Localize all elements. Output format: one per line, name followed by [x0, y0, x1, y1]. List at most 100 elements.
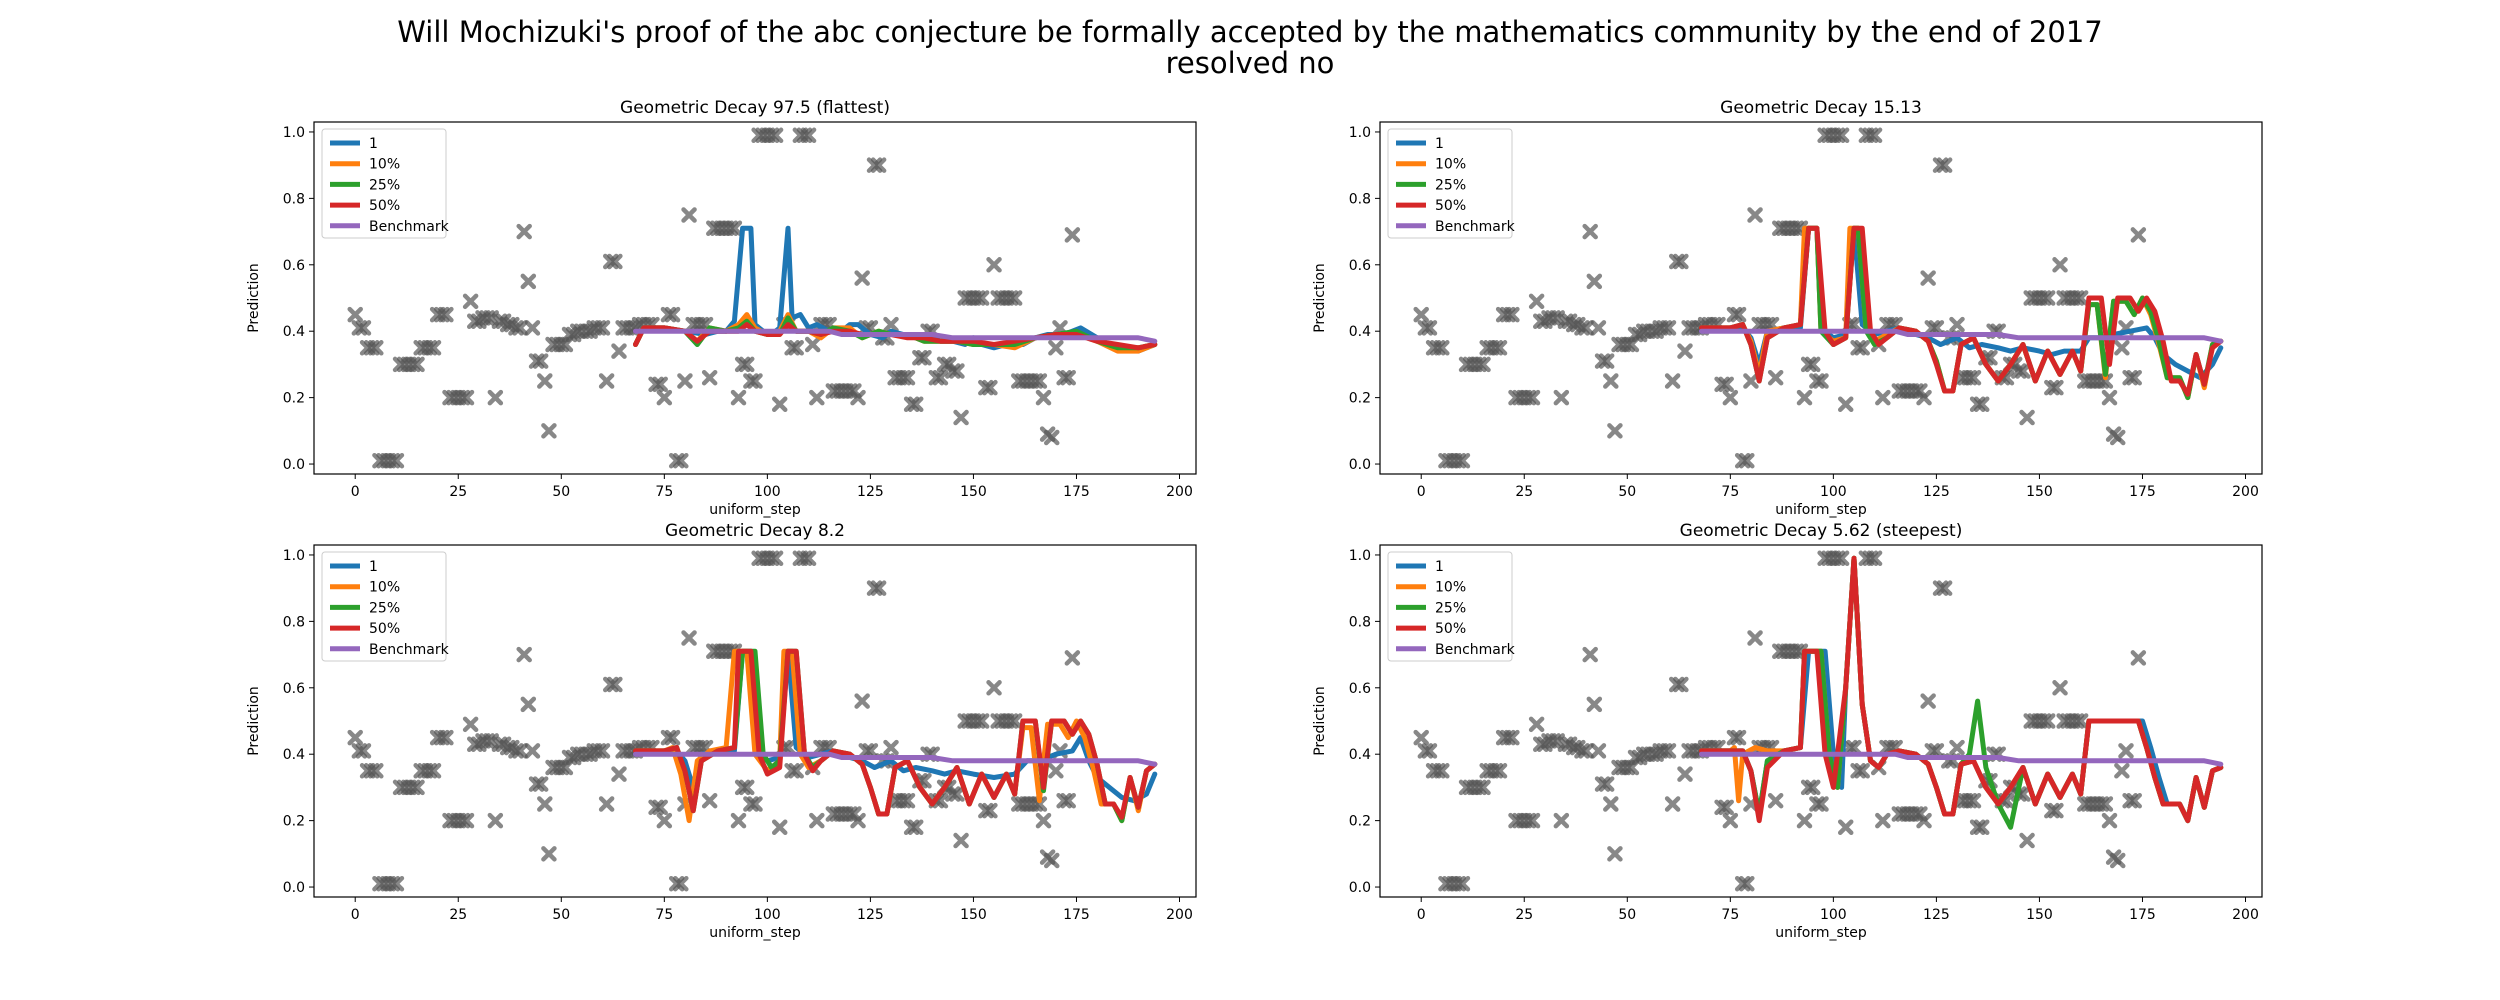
- observation-marker: [388, 452, 405, 469]
- figure-title: Will Mochizuki's proof of the abc conjec…: [397, 15, 2102, 49]
- observation-marker: [1969, 396, 1986, 413]
- x-axis-label: uniform_step: [1775, 502, 1867, 518]
- observation-marker: [899, 369, 916, 386]
- observation-marker: [611, 766, 627, 782]
- series-line-50pct: [1699, 225, 2224, 397]
- y-tick-label: 0.0: [283, 457, 305, 473]
- observation-marker: [1677, 766, 1693, 782]
- observation-marker: [747, 373, 763, 389]
- subplot-2: Geometric Decay 15.13 0 25 50 75 100 125 150 175…: [1312, 98, 2263, 518]
- observation-marker: [973, 713, 990, 729]
- legend-label: Benchmark: [1435, 219, 1516, 235]
- observation-marker: [1730, 306, 1747, 323]
- observation-marker: [1949, 316, 1965, 333]
- observation-marker: [1417, 743, 1434, 759]
- observation-marker: [1528, 293, 1545, 310]
- observation-marker: [1739, 875, 1755, 892]
- observation-marker: [677, 373, 693, 389]
- observation-marker: [1854, 340, 1870, 356]
- observation-marker: [739, 779, 755, 796]
- observation-marker: [541, 423, 557, 439]
- observation-marker: [854, 693, 870, 709]
- observation-marker: [1578, 320, 1594, 336]
- y-tick-label: 1.0: [1349, 548, 1371, 564]
- observation-marker: [2126, 369, 2142, 386]
- observation-marker: [438, 306, 454, 323]
- observation-marker: [1450, 875, 1467, 892]
- observation-marker: [767, 127, 784, 144]
- observation-marker: [1060, 369, 1076, 386]
- subplot-title: Geometric Decay 5.62 (steepest): [1680, 521, 1963, 541]
- legend-label: 50%: [369, 198, 400, 214]
- observation-marker: [405, 356, 421, 373]
- observation-marker: [594, 320, 611, 336]
- observation-marker: [652, 376, 668, 393]
- observation-marker: [355, 320, 372, 336]
- observation-marker: [1594, 776, 1611, 792]
- observation-marker: [1714, 799, 1730, 816]
- observation-marker: [850, 389, 866, 406]
- observation-marker: [537, 796, 553, 812]
- x-tick-label: 200: [2232, 484, 2259, 500]
- observation-marker: [973, 290, 990, 306]
- observation-marker: [969, 713, 986, 729]
- y-axis-label: Prediction: [1312, 686, 1328, 756]
- observation-marker: [1965, 369, 1982, 386]
- observation-marker: [2097, 373, 2114, 389]
- observation-marker: [949, 363, 965, 379]
- observation-marker: [895, 369, 912, 386]
- x-tick-label: 50: [552, 484, 570, 500]
- observation-marker: [1920, 270, 1936, 286]
- y-tick-label: 0.2: [283, 391, 305, 407]
- observation-marker: [524, 320, 541, 336]
- observation-marker: [1833, 127, 1850, 144]
- x-tick-label: 125: [857, 907, 884, 923]
- observation-marker: [804, 336, 821, 353]
- observation-marker: [1916, 389, 1932, 406]
- observation-marker: [1833, 550, 1850, 567]
- x-tick-label: 150: [960, 907, 987, 923]
- y-tick-label: 0.2: [1349, 814, 1371, 830]
- observation-marker: [2015, 363, 2031, 379]
- x-tick-label: 175: [2129, 907, 2156, 923]
- observation-marker: [850, 812, 866, 829]
- observation-marker: [607, 253, 623, 270]
- x-tick-label: 50: [1618, 484, 1636, 500]
- observation-marker: [1969, 819, 1986, 836]
- observation-marker: [1487, 340, 1504, 356]
- y-tick-label: 0.2: [1349, 391, 1371, 407]
- x-tick-label: 0: [1417, 484, 1426, 500]
- observation-marker: [1965, 792, 1982, 809]
- observation-marker: [1006, 713, 1023, 729]
- observation-marker: [363, 340, 380, 356]
- y-tick-label: 0.8: [283, 191, 305, 207]
- observation-marker: [2110, 429, 2126, 446]
- observation-marker: [870, 580, 887, 596]
- observation-marker: [1528, 716, 1545, 733]
- observation-marker: [1973, 396, 1990, 413]
- observation-marker: [532, 776, 549, 792]
- observation-marker: [2130, 227, 2147, 243]
- observation-marker: [454, 389, 471, 406]
- observation-marker: [368, 763, 384, 779]
- legend-box: [321, 551, 447, 662]
- observation-marker: [693, 316, 710, 333]
- observation-marker: [1767, 792, 1784, 809]
- observation-marker: [1673, 676, 1689, 693]
- observation-marker: [788, 340, 804, 356]
- observation-marker: [982, 379, 998, 396]
- observation-marker: [1866, 550, 1883, 567]
- observation-marker: [1722, 389, 1739, 406]
- observation-marker: [701, 792, 718, 809]
- observation-marker: [590, 320, 607, 336]
- observation-marker: [800, 127, 817, 144]
- observation-marker: [1669, 253, 1685, 270]
- observation-marker: [656, 389, 673, 406]
- observation-marker: [928, 369, 945, 386]
- observation-marker: [932, 369, 949, 386]
- observation-marker: [1809, 373, 1825, 389]
- observation-markers: [1413, 550, 2147, 892]
- observation-marker: [1669, 676, 1685, 693]
- observation-marker: [2130, 650, 2147, 666]
